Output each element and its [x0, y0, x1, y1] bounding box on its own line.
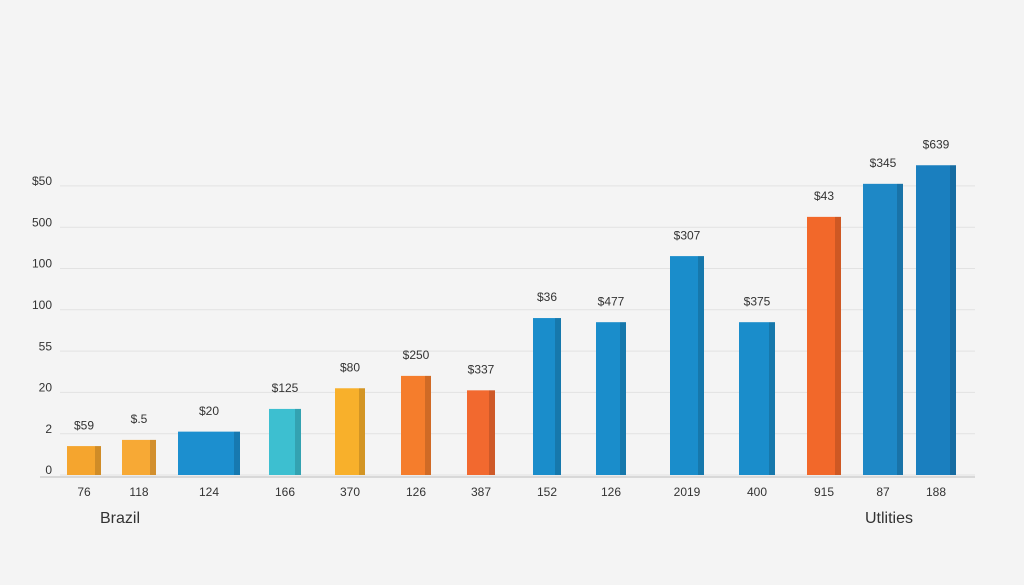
bar [863, 183, 903, 475]
bar-label: $80 [340, 360, 360, 374]
bar-side [897, 183, 903, 475]
bar-label: $43 [814, 189, 834, 203]
bar-label: $477 [598, 294, 625, 308]
bar-side [234, 431, 240, 475]
bar-label: $307 [674, 228, 701, 242]
bar [269, 408, 301, 475]
bar-side [295, 408, 301, 475]
x-tick-label: 126 [601, 485, 621, 499]
y-tick-label: 20 [39, 381, 53, 395]
y-tick-label: 0 [45, 463, 52, 477]
bar-label: $20 [199, 404, 219, 418]
y-tick-label: 55 [39, 339, 53, 353]
y-tick-label: $50 [32, 174, 52, 188]
bar [670, 256, 704, 475]
bar-label: $375 [744, 294, 771, 308]
bar-label: $59 [74, 418, 94, 432]
bar [467, 390, 495, 475]
bar-side [620, 322, 626, 475]
x-tick-label: 2019 [674, 485, 701, 499]
bar-side [950, 165, 956, 475]
y-tick-label: 500 [32, 215, 52, 229]
bar [807, 216, 841, 475]
y-tick-label: 100 [32, 257, 52, 271]
bar-label: $36 [537, 290, 557, 304]
bar-side [769, 322, 775, 475]
bar-side [489, 390, 495, 475]
bar-label: $125 [272, 381, 299, 395]
bar-label: $345 [870, 156, 897, 170]
y-tick-label: 2 [45, 422, 52, 436]
bar [122, 439, 156, 475]
bar-side [555, 318, 561, 475]
bar-side [150, 439, 156, 475]
x-tick-label: 87 [876, 485, 890, 499]
bar [335, 388, 365, 475]
bar-side [359, 388, 365, 475]
x-axis-label: Brazil [100, 510, 140, 527]
bar-side [95, 446, 101, 475]
x-tick-label: 76 [77, 485, 91, 499]
bar [596, 322, 626, 475]
x-tick-label: 152 [537, 485, 557, 499]
bar-side [835, 216, 841, 475]
bar-label: $337 [468, 363, 495, 377]
x-tick-label: 387 [471, 485, 491, 499]
bar [533, 318, 561, 475]
x-axis-label: Utlities [865, 510, 913, 527]
x-tick-label: 370 [340, 485, 360, 499]
y-tick-label: 100 [32, 298, 52, 312]
bar-side [698, 256, 704, 475]
x-tick-label: 400 [747, 485, 767, 499]
bar [916, 165, 956, 475]
x-tick-label: 166 [275, 485, 295, 499]
bar [401, 375, 431, 475]
x-tick-label: 124 [199, 485, 219, 499]
bar-side [425, 375, 431, 475]
x-tick-label: 188 [926, 485, 946, 499]
x-tick-label: 915 [814, 485, 834, 499]
bar-label: $639 [923, 137, 950, 151]
bar [67, 446, 101, 475]
x-tick-label: 118 [129, 485, 148, 499]
bar-label: $.5 [131, 412, 148, 426]
bar [739, 322, 775, 475]
bar-label: $250 [403, 348, 430, 362]
x-tick-label: 126 [406, 485, 426, 499]
bar [178, 431, 240, 475]
